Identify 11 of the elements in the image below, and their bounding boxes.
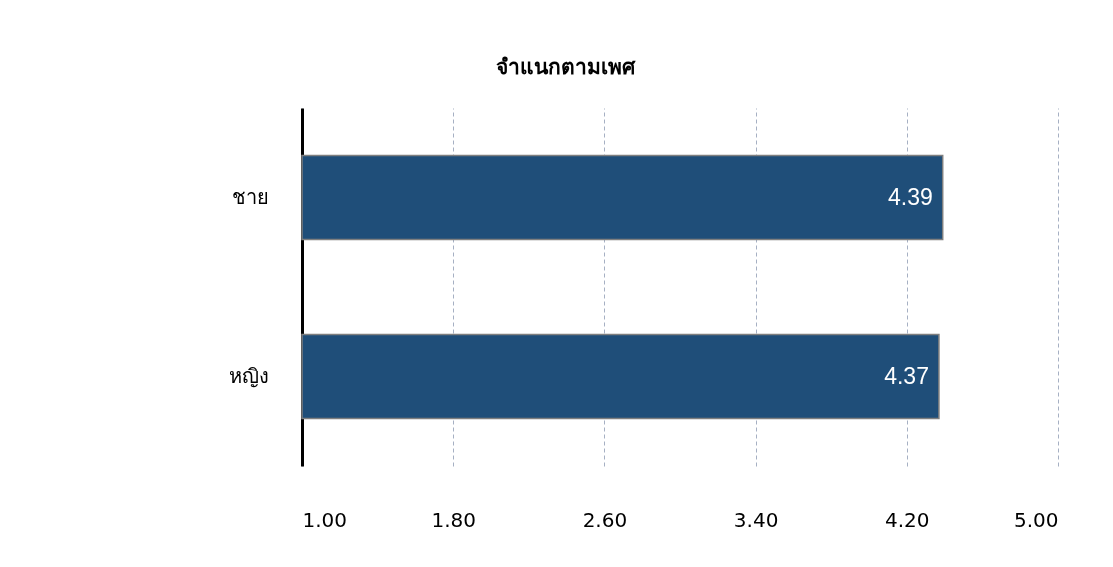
y-tick-label: หญิง	[228, 363, 269, 388]
x-tick-label: 1.00	[302, 507, 348, 532]
data-label: 4.39	[887, 183, 933, 210]
y-tick-label: ชาย	[231, 184, 269, 209]
x-tick-label: 1.80	[431, 507, 476, 532]
x-tick-label: 2.60	[582, 507, 628, 532]
x-tick-label: 4.20	[885, 507, 930, 532]
data-label: 4.37	[884, 362, 929, 389]
chart-title: จำแนกตามเพศ	[495, 55, 636, 79]
x-tick-label: 3.40	[733, 507, 779, 532]
x-tick-label: 5.00	[1013, 507, 1059, 532]
